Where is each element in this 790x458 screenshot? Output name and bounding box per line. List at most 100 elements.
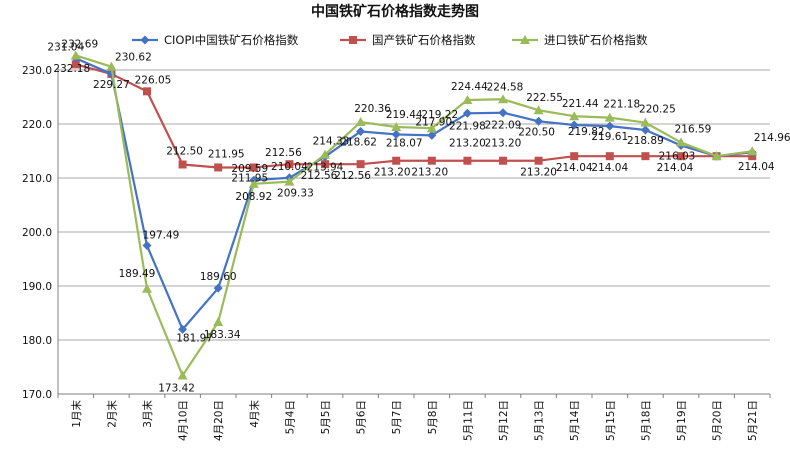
data-point (70, 50, 81, 60)
data-label: 211.95 (208, 148, 245, 160)
data-label: 214.04 (556, 162, 593, 174)
data-label: 224.44 (451, 81, 488, 93)
legend: CIOPI中国铁矿石价格指数 国产铁矿石价格指数 进口铁矿石价格指数 (132, 33, 648, 47)
legend-item-2: 进口铁矿石价格指数 (512, 33, 648, 47)
data-point (178, 324, 188, 334)
data-point (356, 126, 366, 136)
data-point (569, 120, 579, 130)
data-point (391, 122, 402, 132)
data-label: 218.62 (340, 136, 377, 148)
x-tick-label: 4月10日 (178, 400, 190, 441)
legend-item-1: 国产铁矿石价格指数 (340, 33, 476, 47)
data-label: 213.20 (374, 167, 411, 179)
data-point (463, 156, 472, 165)
data-point (604, 112, 615, 122)
x-tick-label: 1月末 (70, 400, 83, 428)
data-label: 232.18 (53, 63, 90, 75)
data-point (534, 156, 543, 165)
x-tick-label: 5月5日 (320, 400, 332, 434)
data-label: 212.50 (166, 146, 203, 158)
data-label: 220.25 (639, 104, 676, 116)
data-label: 226.05 (135, 74, 172, 86)
x-tick-label: 5月15日 (605, 400, 617, 441)
data-label: 197.49 (143, 230, 180, 242)
data-label: 212.56 (334, 170, 371, 182)
x-tick-label: 5月18日 (640, 400, 652, 441)
data-point (320, 149, 330, 159)
data-label: 189.60 (200, 271, 237, 283)
data-point (569, 111, 580, 121)
data-point (534, 116, 544, 126)
data-point (213, 283, 223, 293)
data-point (178, 160, 187, 169)
data-label: 218.89 (627, 135, 664, 147)
series-line (75, 63, 753, 169)
data-label: 213.94 (307, 162, 344, 174)
data-label: 219.22 (421, 109, 458, 121)
x-tick-label: 5月19日 (676, 400, 688, 441)
data-label: 219.61 (591, 131, 628, 143)
data-point (321, 160, 329, 169)
data-point (427, 156, 436, 165)
data-point (605, 121, 615, 131)
data-label: 213.20 (411, 167, 448, 179)
data-label: 189.49 (119, 268, 156, 280)
x-tick-label: 4月20日 (213, 400, 225, 441)
x-tick-label: 5月6日 (356, 400, 368, 434)
data-label: 232.69 (61, 38, 98, 50)
data-label: 214.04 (738, 161, 775, 173)
data-point (427, 130, 437, 140)
data-point (71, 60, 80, 69)
data-point (248, 178, 259, 188)
data-label: 181.97 (176, 332, 213, 344)
x-tick-label: 2月末 (105, 400, 118, 428)
legend-swatch-marker (349, 36, 357, 44)
data-label: 212.56 (265, 147, 302, 159)
data-point (106, 61, 117, 71)
data-point (284, 176, 295, 186)
x-tick-label: 5月11日 (462, 400, 474, 441)
data-label: 213.20 (520, 167, 557, 179)
data-label: 213.20 (449, 138, 486, 150)
x-tick-label: 5月14日 (569, 400, 581, 441)
data-point (143, 87, 151, 96)
data-point (677, 152, 685, 161)
x-tick-label: 5月4日 (284, 400, 296, 434)
data-label: 209.33 (277, 188, 314, 200)
data-label: 214.04 (591, 162, 628, 174)
data-label: 218.07 (386, 137, 423, 149)
series-line (75, 54, 753, 377)
legend-label: 国产铁矿石价格指数 (372, 33, 476, 47)
data-label: 221.18 (603, 99, 640, 111)
x-tick-label: 5月13日 (534, 400, 546, 441)
data-point (570, 152, 579, 161)
data-point (641, 152, 650, 161)
data-point (676, 137, 686, 147)
x-tick-label: 5月8日 (427, 400, 439, 434)
data-point (142, 241, 152, 251)
data-point (392, 156, 401, 165)
data-label: 216.59 (675, 123, 712, 135)
data-label: 222.55 (526, 92, 563, 104)
x-tick-label: 4月末 (248, 400, 261, 428)
data-point (640, 117, 651, 127)
legend-swatch-marker (140, 35, 150, 45)
data-label: 224.58 (487, 81, 524, 93)
x-tick-label: 5月20日 (712, 400, 724, 441)
data-label: 220.50 (518, 126, 555, 138)
data-label: 214.04 (657, 162, 694, 174)
data-label: 173.42 (158, 383, 195, 395)
data-label: 214.96 (754, 132, 790, 144)
data-point (285, 160, 294, 169)
legend-item-0: CIOPI中国铁矿石价格指数 (132, 33, 299, 47)
y-tick-label: 200.0 (22, 227, 52, 239)
data-label: 217.90 (415, 116, 452, 128)
axes: 170.0 180.0 190.0 200.0 210.0 220.0 230.0 1月末 2月… (22, 65, 771, 441)
data-label: 231.04 (47, 41, 84, 53)
x-tick-label: 5月7日 (391, 400, 403, 434)
legend-label: CIOPI中国铁矿石价格指数 (164, 33, 299, 47)
data-point (142, 283, 152, 293)
